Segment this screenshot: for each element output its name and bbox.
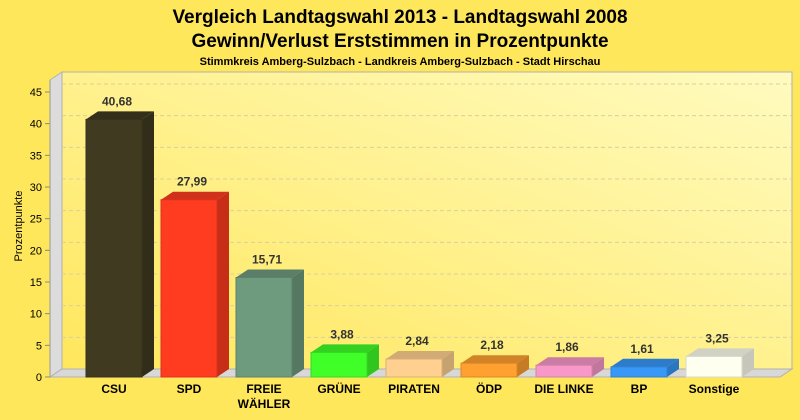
bar-top [611,358,679,367]
data-label: 2,84 [405,334,429,348]
bar-side [367,344,379,377]
bar-bp [610,366,668,378]
bar-sonstige [685,355,743,378]
data-label: 40,68 [102,94,132,108]
y-axis-label: Prozentpunkte [13,191,25,262]
bar-side [142,111,154,378]
data-label: 3,88 [330,327,354,341]
data-label: 15,71 [252,253,282,267]
bar-ödp [460,362,518,378]
x-tick-label: BP [631,382,648,396]
bar-piraten [385,358,443,378]
bar-side [592,357,604,377]
y-tick-label: 30 [30,182,42,194]
x-tick-label: FREIE [246,382,281,396]
data-label: 3,25 [705,331,729,345]
y-tick-label: 10 [30,309,42,321]
data-label: 27,99 [177,175,207,189]
bar-side [667,358,679,377]
data-label: 1,86 [555,340,579,354]
bar-top [236,269,304,278]
plot-side-wall [49,71,63,378]
bar-top [311,344,379,353]
bar-top [386,351,454,360]
bar-top [536,357,604,366]
x-tick-label: PIRATEN [388,382,440,396]
bar-side [217,191,229,377]
x-tick-label: GRÜNE [317,381,360,396]
bar-spd [160,199,218,378]
bar-top [461,355,529,364]
x-tick-label: SPD [177,382,202,396]
bar-csu [85,118,143,378]
bar-top [86,111,154,120]
y-tick-label: 5 [36,340,42,352]
x-tick-label: ÖDP [476,381,502,396]
x-tick-label: CSU [101,382,126,396]
bar-top [686,348,754,357]
data-label: 1,61 [630,342,654,356]
bar-side [742,348,754,377]
bar-top [161,191,229,200]
y-tick-label: 25 [30,214,42,226]
y-tick-label: 15 [30,277,42,289]
bar-side [292,269,304,377]
bar-die-linke [535,364,593,378]
x-tick-label: Sonstige [689,382,740,396]
chart-subsubtitle: Stimmkreis Amberg-Sulzbach - Landkreis A… [200,56,601,68]
y-tick-label: 0 [36,372,42,384]
y-tick-label: 20 [30,245,42,257]
x-tick-label: WÄHLER [238,396,291,411]
bar-grüne [310,351,368,378]
data-label: 2,18 [480,338,504,352]
y-tick-label: 45 [30,87,42,99]
y-tick-label: 35 [30,150,42,162]
x-tick-label: DIE LINKE [534,382,593,396]
bar-freie-wähler [235,277,293,378]
chart-title: Vergleich Landtagswahl 2013 - Landtagswa… [172,7,627,28]
bar-side [442,351,454,377]
bar-side [517,355,529,377]
chart-subtitle: Gewinn/Verlust Erststimmen in Prozentpun… [191,31,608,52]
y-tick-label: 40 [30,119,42,131]
